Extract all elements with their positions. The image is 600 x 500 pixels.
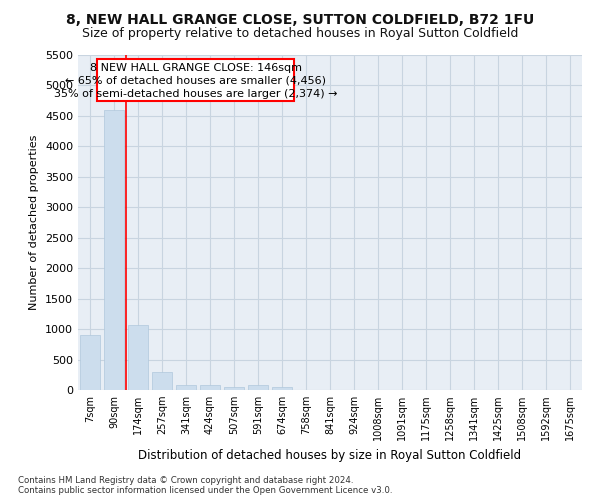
Text: 8, NEW HALL GRANGE CLOSE, SUTTON COLDFIELD, B72 1FU: 8, NEW HALL GRANGE CLOSE, SUTTON COLDFIE…: [66, 12, 534, 26]
Bar: [80, 335, 100, 390]
Text: Contains HM Land Registry data © Crown copyright and database right 2024.: Contains HM Land Registry data © Crown c…: [18, 476, 353, 485]
Bar: [97, 58, 294, 102]
Y-axis label: Number of detached properties: Number of detached properties: [29, 135, 40, 310]
Text: 35% of semi-detached houses are larger (2,374) →: 35% of semi-detached houses are larger (…: [54, 88, 337, 99]
Bar: [272, 387, 292, 390]
Bar: [224, 387, 244, 390]
Bar: [152, 372, 172, 390]
Bar: [104, 110, 124, 390]
Text: ← 65% of detached houses are smaller (4,456): ← 65% of detached houses are smaller (4,…: [65, 76, 326, 86]
Text: Size of property relative to detached houses in Royal Sutton Coldfield: Size of property relative to detached ho…: [82, 28, 518, 40]
Bar: [128, 324, 148, 390]
X-axis label: Distribution of detached houses by size in Royal Sutton Coldfield: Distribution of detached houses by size …: [139, 448, 521, 462]
Bar: [200, 386, 220, 390]
Bar: [248, 386, 268, 390]
Text: Contains public sector information licensed under the Open Government Licence v3: Contains public sector information licen…: [18, 486, 392, 495]
Text: 8 NEW HALL GRANGE CLOSE: 146sqm: 8 NEW HALL GRANGE CLOSE: 146sqm: [89, 63, 302, 73]
Bar: [176, 385, 196, 390]
